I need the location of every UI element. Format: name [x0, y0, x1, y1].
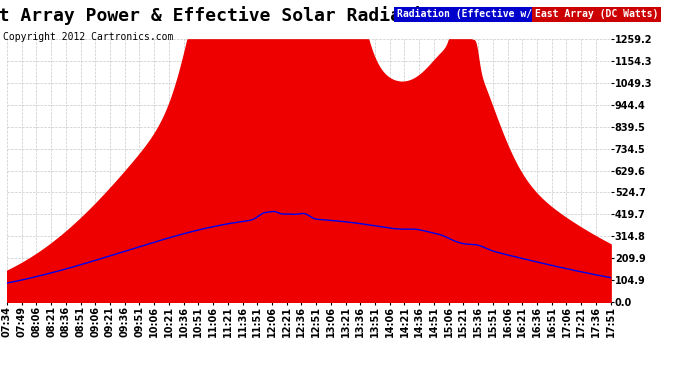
Text: East Array Power & Effective Solar Radiation  Tue Oct 30 17:54: East Array Power & Effective Solar Radia… [0, 6, 641, 25]
Text: East Array (DC Watts): East Array (DC Watts) [535, 9, 658, 20]
Text: Radiation (Effective w/m2): Radiation (Effective w/m2) [397, 9, 549, 20]
Text: Copyright 2012 Cartronics.com: Copyright 2012 Cartronics.com [3, 32, 174, 42]
